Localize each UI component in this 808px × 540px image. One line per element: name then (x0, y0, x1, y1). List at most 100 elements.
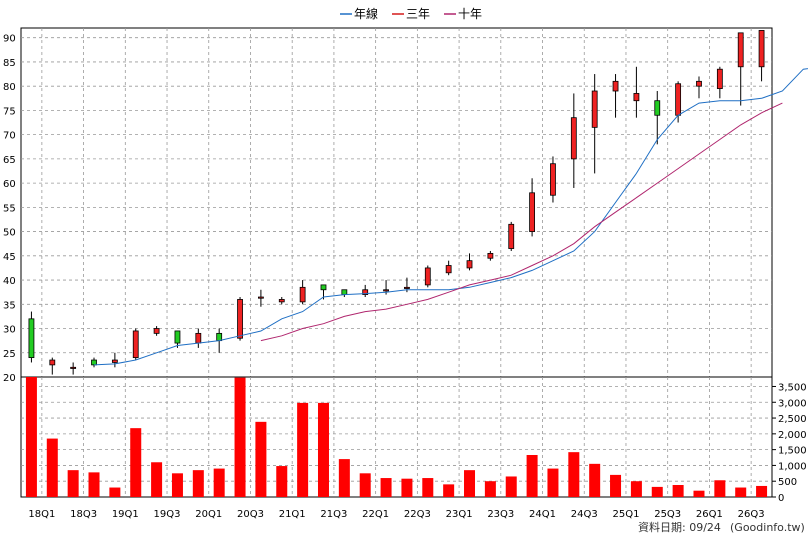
moving-average-lines (93, 68, 808, 366)
legend-label-2: 十年 (458, 7, 482, 21)
volume-bar-33 (714, 480, 726, 497)
candle-body-21 (466, 260, 473, 269)
x-tick-9: 22Q3 (404, 509, 431, 520)
candle-body-24 (529, 192, 535, 232)
x-tick-16: 26Q1 (696, 509, 723, 520)
volume-axis: 0 500 1,000 1,500 2,000 2,500 3,000 3,500 (772, 382, 807, 504)
candle-body-3 (91, 359, 97, 366)
x-tick-17: 26Q3 (738, 509, 765, 520)
candle-body-31 (675, 83, 682, 116)
candles (28, 30, 765, 375)
volume-tick-5: 2,500 (778, 414, 807, 425)
x-tick-2: 19Q1 (112, 509, 139, 520)
volume-bar-27 (589, 463, 601, 497)
volume-bar-7 (171, 473, 183, 497)
volume-bar-18 (401, 478, 413, 497)
candle-body-23 (508, 223, 515, 249)
volume-bar-3 (88, 472, 100, 497)
volume-bar-23 (505, 476, 517, 497)
volume-bar-17 (380, 478, 392, 497)
volume-tick-6: 3,000 (778, 398, 807, 409)
volume-bar-19 (422, 478, 434, 497)
x-tick-8: 22Q1 (362, 509, 389, 520)
price-tick-11: 75 (3, 106, 16, 117)
candle-body-30 (654, 100, 661, 116)
candle-body-7 (174, 330, 181, 344)
price-tick-3: 35 (3, 300, 16, 311)
volume-bar-6 (151, 462, 163, 497)
candle-body-8 (195, 332, 202, 344)
candle-body-19 (424, 267, 431, 286)
x-tick-10: 23Q1 (446, 509, 473, 520)
x-tick-14: 25Q1 (612, 509, 639, 520)
candle-body-1 (49, 359, 56, 366)
data-date-note: 資料日期: 09/24 (638, 520, 721, 534)
chart-legend: 年線 三年 十年 (340, 6, 482, 21)
price-axis: 20 25 30 35 40 45 50 55 60 65 70 75 80 85 90 (3, 34, 16, 384)
x-tick-12: 24Q1 (529, 509, 556, 520)
volume-tick-2: 1,000 (778, 461, 807, 472)
volume-bar-8 (192, 470, 204, 497)
candle-body-15 (341, 289, 348, 295)
candle-body-9 (216, 332, 223, 342)
volume-bar-1 (46, 438, 58, 497)
price-tick-4: 40 (3, 276, 16, 287)
price-tick-0: 20 (3, 373, 16, 384)
price-tick-9: 65 (3, 155, 16, 166)
volume-bar-32 (693, 490, 705, 497)
price-frame-border (20, 27, 773, 378)
volume-tick-4: 2,000 (778, 430, 807, 441)
candle-body-22 (487, 252, 494, 259)
volume-tick-7: 3,500 (778, 382, 807, 393)
volume-bar-5 (130, 428, 142, 497)
volume-bar-13 (297, 402, 309, 497)
price-tick-6: 50 (3, 228, 16, 239)
candle-body-0 (28, 318, 35, 359)
price-tick-1: 25 (3, 349, 16, 360)
price-tick-8: 60 (3, 179, 16, 190)
x-tick-3: 19Q3 (154, 509, 181, 520)
candle-body-11 (258, 296, 264, 299)
candle-body-28 (612, 80, 619, 92)
volume-tick-0: 0 (778, 493, 784, 504)
price-tick-2: 30 (3, 325, 16, 336)
volume-bar-34 (735, 487, 747, 497)
volume-bar-15 (338, 459, 350, 497)
price-tick-10: 70 (3, 131, 16, 142)
volume-bar-25 (547, 468, 559, 497)
volume-bar-21 (464, 470, 476, 497)
volume-panel (20, 376, 773, 498)
candle-body-14 (320, 284, 327, 291)
series-line-0 (93, 68, 808, 366)
legend-label-0: 年線 (354, 6, 378, 21)
x-tick-7: 21Q3 (320, 509, 347, 520)
volume-bar-31 (672, 485, 684, 497)
x-tick-1: 18Q3 (70, 509, 97, 520)
candle-body-6 (153, 328, 160, 334)
x-tick-13: 24Q3 (571, 509, 598, 520)
candle-body-13 (299, 286, 306, 303)
volume-bar-20 (443, 484, 455, 497)
volume-bar-14 (317, 402, 329, 497)
candle-body-27 (591, 90, 598, 128)
volume-bar-12 (276, 466, 288, 497)
x-tick-15: 25Q3 (654, 509, 681, 520)
series-line-1 (260, 102, 783, 342)
volume-bar-22 (484, 481, 496, 497)
volume-bar-4 (109, 487, 121, 497)
volume-bar-30 (651, 486, 663, 497)
x-tick-6: 21Q1 (279, 509, 306, 520)
price-tick-14: 90 (3, 34, 16, 45)
volume-bar-24 (526, 455, 538, 497)
candle-body-32 (696, 80, 702, 87)
volume-bar-10 (234, 377, 246, 497)
candle-body-18 (404, 286, 410, 289)
candle-body-10 (237, 299, 243, 339)
candle-body-12 (278, 299, 285, 303)
volume-bar-16 (359, 473, 371, 497)
price-tick-13: 85 (3, 58, 16, 69)
volume-bar-9 (213, 468, 225, 497)
volume-bar-29 (630, 481, 642, 497)
legend-label-1: 三年 (406, 7, 430, 21)
